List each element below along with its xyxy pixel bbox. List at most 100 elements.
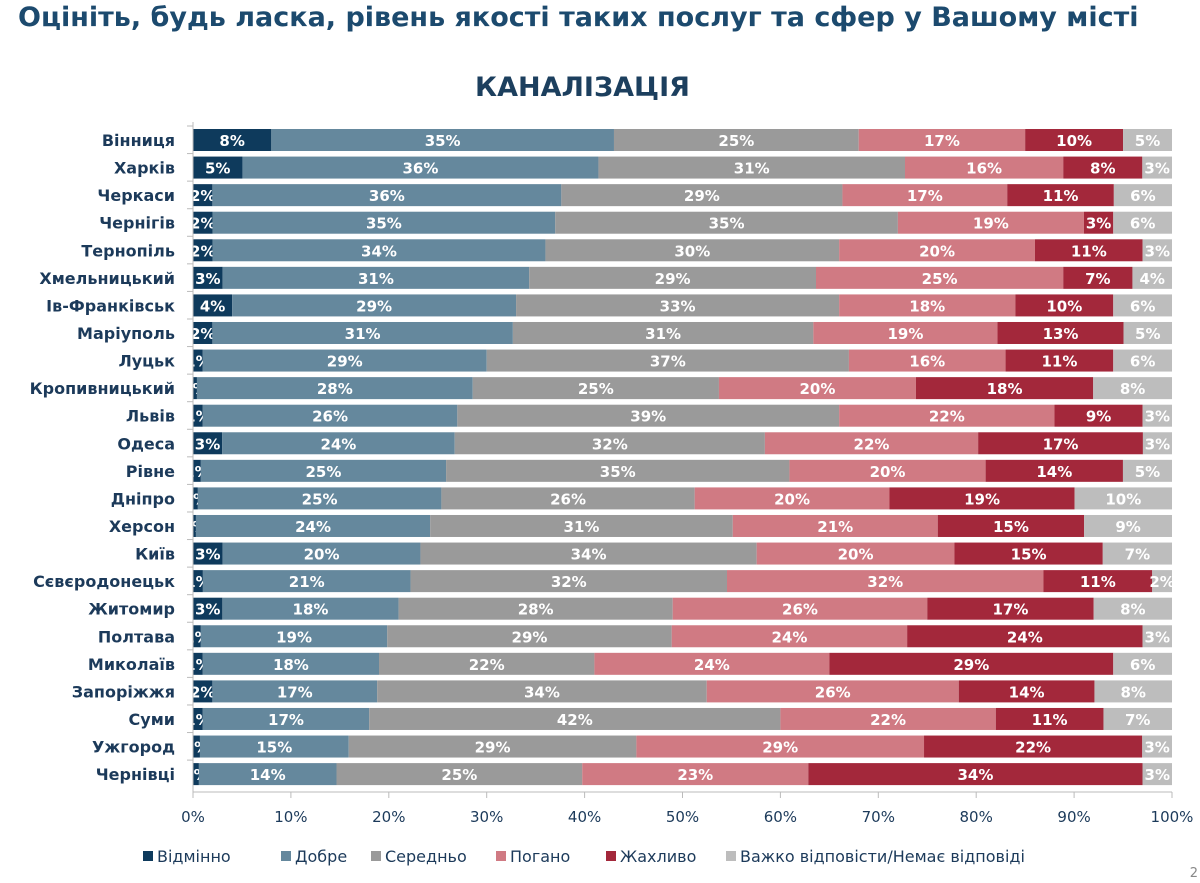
bar-segment bbox=[212, 680, 378, 703]
data-label: 6% bbox=[1130, 215, 1155, 233]
data-label: 22% bbox=[1015, 739, 1051, 757]
bar-segment bbox=[197, 487, 442, 510]
category-label: Черкаси bbox=[97, 186, 175, 205]
x-tick-label: 70% bbox=[862, 808, 895, 826]
bar-segment bbox=[212, 211, 556, 234]
data-label: 7% bbox=[1085, 270, 1110, 288]
bar-segment bbox=[598, 156, 905, 179]
bar-segment bbox=[1084, 514, 1172, 537]
data-label: 31% bbox=[358, 270, 394, 288]
bar-segment bbox=[222, 597, 399, 620]
bar-segment bbox=[924, 735, 1143, 758]
bar-segment bbox=[430, 514, 733, 537]
bar-segment bbox=[193, 321, 213, 344]
data-label: 16% bbox=[909, 353, 945, 371]
bar-segment bbox=[410, 570, 727, 593]
data-label: 20% bbox=[304, 546, 340, 564]
bar-segment bbox=[232, 294, 517, 317]
data-label: 3% bbox=[1145, 628, 1170, 646]
data-label: 6% bbox=[1130, 297, 1155, 315]
bar-segment bbox=[582, 763, 809, 786]
data-label: 2% bbox=[190, 683, 215, 701]
data-label: 17% bbox=[1043, 435, 1079, 453]
legend-label: Відмінно bbox=[157, 847, 231, 866]
bar-segment bbox=[193, 266, 223, 289]
bar-segment bbox=[222, 266, 530, 289]
data-label: 25% bbox=[441, 766, 477, 784]
bar-segment bbox=[732, 514, 938, 537]
bar-segment bbox=[193, 156, 243, 179]
data-label: 6% bbox=[1130, 187, 1155, 205]
data-label: 11% bbox=[1080, 573, 1116, 591]
bar-segment bbox=[1142, 735, 1172, 758]
data-label: 3% bbox=[195, 435, 220, 453]
data-label: 2% bbox=[190, 187, 215, 205]
bar-segment bbox=[694, 487, 890, 510]
category-label: Тернопіль bbox=[81, 241, 175, 260]
bar-segment bbox=[195, 514, 431, 537]
data-label: 34% bbox=[957, 766, 993, 784]
bar-segment bbox=[1142, 432, 1172, 455]
data-label: 33% bbox=[660, 297, 696, 315]
bar-segment bbox=[561, 184, 843, 207]
data-label: 34% bbox=[361, 242, 397, 260]
data-label: 17% bbox=[993, 601, 1029, 619]
data-label: 10% bbox=[1046, 297, 1082, 315]
data-label: 25% bbox=[302, 490, 338, 508]
bar-segment bbox=[1093, 377, 1172, 400]
bar-segment bbox=[1015, 294, 1114, 317]
data-label: 19% bbox=[964, 490, 1000, 508]
data-label: 35% bbox=[709, 215, 745, 233]
legend-swatch bbox=[371, 851, 381, 861]
data-label: 11% bbox=[1041, 353, 1077, 371]
x-tick-label: 0% bbox=[181, 808, 205, 826]
x-tick-label: 40% bbox=[568, 808, 601, 826]
data-label: 32% bbox=[867, 573, 903, 591]
bar-segment bbox=[954, 542, 1103, 565]
data-label: 11% bbox=[1032, 711, 1068, 729]
data-label: 15% bbox=[1011, 546, 1047, 564]
data-label: 22% bbox=[870, 711, 906, 729]
bar-segment bbox=[529, 266, 816, 289]
legend-swatch bbox=[281, 851, 291, 861]
bar-segment bbox=[446, 459, 790, 482]
data-label: 10% bbox=[1105, 490, 1141, 508]
category-label: Маріуполь bbox=[77, 324, 175, 343]
bar-segment bbox=[486, 349, 849, 372]
bar-segment bbox=[718, 377, 916, 400]
bar-segment bbox=[1113, 294, 1172, 317]
category-label: Львів bbox=[126, 407, 175, 426]
data-label: 36% bbox=[402, 160, 438, 178]
bar-segment bbox=[727, 570, 1044, 593]
bar-segment bbox=[193, 377, 197, 400]
bar-segment bbox=[907, 625, 1143, 648]
data-label: 24% bbox=[694, 656, 730, 674]
data-label: 20% bbox=[799, 380, 835, 398]
bar-segment bbox=[1123, 321, 1172, 344]
bar-segment bbox=[193, 239, 213, 262]
category-label: Чернігів bbox=[99, 214, 175, 233]
bar-segment bbox=[212, 321, 513, 344]
data-label: 42% bbox=[557, 711, 593, 729]
data-label: 5% bbox=[1135, 325, 1160, 343]
data-label: 18% bbox=[987, 380, 1023, 398]
bar-segment bbox=[1142, 625, 1172, 648]
bar-segment bbox=[516, 294, 840, 317]
data-label: 17% bbox=[277, 683, 313, 701]
data-label: 21% bbox=[817, 518, 853, 536]
category-label: Ів-Франківськ bbox=[46, 296, 175, 315]
data-label: 28% bbox=[518, 601, 554, 619]
category-label: Херсон bbox=[109, 517, 175, 536]
data-label: 25% bbox=[922, 270, 958, 288]
data-label: 25% bbox=[578, 380, 614, 398]
data-label: 7% bbox=[1125, 711, 1150, 729]
data-label: 31% bbox=[564, 518, 600, 536]
data-label: 16% bbox=[966, 160, 1002, 178]
bar-segment bbox=[193, 735, 200, 758]
bar-segment bbox=[985, 459, 1123, 482]
bar-segment bbox=[829, 652, 1114, 675]
data-label: 5% bbox=[1135, 463, 1160, 481]
data-label: 26% bbox=[550, 490, 586, 508]
data-label: 6% bbox=[1130, 353, 1155, 371]
data-label: 35% bbox=[425, 132, 461, 150]
